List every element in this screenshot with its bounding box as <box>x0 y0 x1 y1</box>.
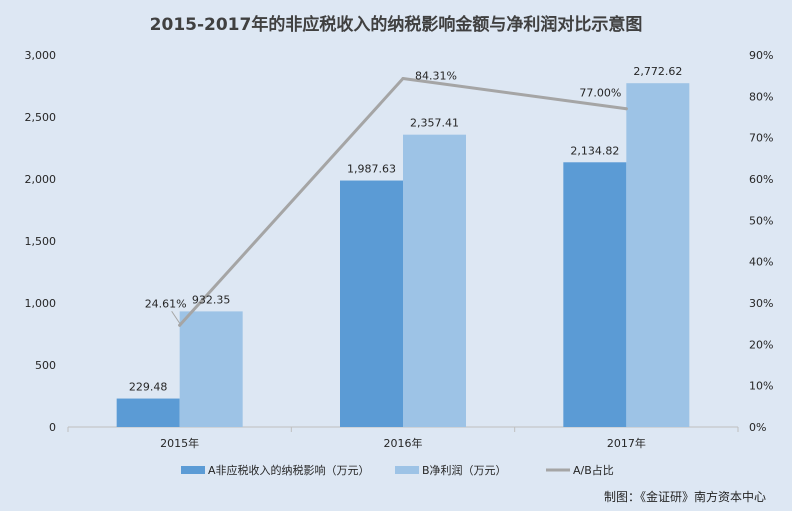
x-axis-category-label: 2017年 <box>607 436 646 450</box>
legend: A非应税收入的纳税影响（万元） B净利润（万元） A/B占比 <box>181 463 614 477</box>
y-left-tick-label: 1,000 <box>25 297 57 310</box>
bars-group <box>116 83 690 428</box>
y-right-tick-label: 20% <box>749 338 773 351</box>
line-group <box>178 77 628 327</box>
ratio-data-label: 84.31% <box>415 70 457 83</box>
y-left-tick-label: 0 <box>49 421 56 434</box>
y-right-tick-label: 10% <box>749 380 773 393</box>
bar-data-label: 229.48 <box>129 381 168 394</box>
bar-b <box>179 311 243 427</box>
y-right-tick-label: 0% <box>749 421 766 434</box>
bar-data-label: 1,987.63 <box>347 163 396 176</box>
chart-title: 2015-2017年的非应税收入的纳税影响金额与净利润对比示意图 <box>150 14 643 35</box>
y-left-tick-label: 3,000 <box>25 49 57 62</box>
bar-data-label: 2,134.82 <box>570 144 619 157</box>
ratio-data-label: 24.61% <box>145 297 187 310</box>
legend-label: A/B占比 <box>573 463 614 477</box>
ratio-leader-line <box>171 311 181 324</box>
bar-a <box>340 180 403 427</box>
bar-data-label: 2,772.62 <box>633 65 682 78</box>
bar-b <box>403 134 466 428</box>
y-right-tick-label: 60% <box>749 173 773 186</box>
y-left-tick-label: 2,000 <box>25 173 57 186</box>
x-axis-category-label: 2015年 <box>160 436 199 450</box>
legend-swatch <box>181 466 205 474</box>
x-axis-category-label: 2016年 <box>384 436 423 450</box>
chart-credit: 制图：《金证研》南方资本中心 <box>604 489 766 504</box>
bar-a <box>116 398 180 427</box>
y-right-tick-label: 90% <box>749 49 773 62</box>
bar-data-label: 932.35 <box>192 293 231 306</box>
ratio-point <box>624 107 628 111</box>
ratio-point <box>178 323 182 327</box>
ratio-point <box>401 77 405 81</box>
y-right-tick-label: 30% <box>749 297 773 310</box>
y-left-tick-label: 500 <box>35 359 56 372</box>
y-right-tick-label: 70% <box>749 132 773 145</box>
bar-a <box>563 162 627 427</box>
y-left-tick-label: 2,500 <box>25 111 57 124</box>
bar-b <box>626 83 690 427</box>
data-labels-group: 229.48 1,987.63 2,134.82 932.35 2,357.41 2,77… <box>129 65 682 393</box>
y-right-tick-label: 40% <box>749 256 773 269</box>
legend-swatch <box>395 466 419 474</box>
bar-data-label: 2,357.41 <box>410 117 459 130</box>
legend-label: A非应税收入的纳税影响（万元） <box>208 463 370 477</box>
y-left-tick-label: 1,500 <box>25 235 57 248</box>
y-right-tick-label: 50% <box>749 214 773 227</box>
y-right-tick-label: 80% <box>749 90 773 103</box>
axes-group: 0 500 1,000 1,500 2,000 2,500 3,000 0% 10% 20% 30%… <box>25 49 774 450</box>
legend-label: B净利润（万元） <box>422 463 507 477</box>
ratio-data-label: 77.00% <box>579 87 621 100</box>
